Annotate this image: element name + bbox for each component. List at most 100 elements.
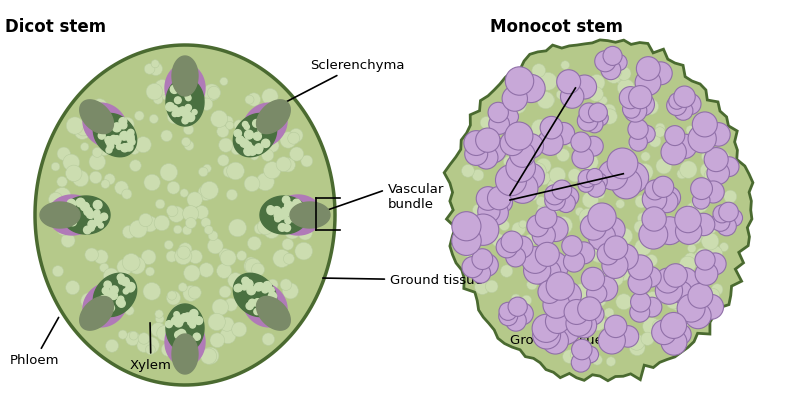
Circle shape	[629, 86, 652, 109]
Circle shape	[669, 93, 685, 109]
Circle shape	[593, 276, 618, 301]
Circle shape	[144, 174, 160, 191]
Circle shape	[561, 241, 571, 252]
Circle shape	[566, 290, 581, 305]
Circle shape	[616, 228, 633, 245]
Circle shape	[283, 253, 294, 264]
Circle shape	[703, 193, 711, 202]
Circle shape	[166, 205, 178, 217]
Circle shape	[120, 131, 129, 140]
Circle shape	[101, 213, 108, 220]
Circle shape	[688, 231, 702, 244]
Circle shape	[507, 173, 538, 203]
Circle shape	[658, 282, 667, 291]
Circle shape	[700, 189, 711, 200]
Circle shape	[588, 203, 616, 231]
Circle shape	[582, 346, 598, 363]
Circle shape	[491, 192, 513, 213]
Circle shape	[498, 106, 508, 116]
Circle shape	[172, 106, 178, 112]
Circle shape	[629, 334, 645, 350]
Circle shape	[118, 274, 124, 281]
Circle shape	[618, 270, 630, 281]
Circle shape	[510, 97, 526, 114]
Circle shape	[713, 205, 731, 223]
Circle shape	[586, 283, 607, 304]
Circle shape	[525, 234, 536, 246]
Circle shape	[694, 252, 703, 262]
Circle shape	[519, 220, 527, 228]
Circle shape	[267, 279, 278, 290]
Circle shape	[674, 86, 695, 108]
Circle shape	[120, 122, 130, 131]
Circle shape	[616, 200, 625, 208]
Circle shape	[103, 268, 118, 283]
Circle shape	[94, 214, 102, 221]
Circle shape	[234, 129, 242, 137]
Circle shape	[464, 131, 489, 156]
Circle shape	[726, 209, 742, 226]
Circle shape	[57, 221, 71, 235]
Circle shape	[182, 118, 189, 124]
Circle shape	[521, 295, 532, 306]
Circle shape	[242, 121, 248, 127]
Circle shape	[689, 227, 700, 239]
Circle shape	[536, 197, 546, 206]
Circle shape	[616, 270, 625, 279]
Circle shape	[232, 322, 246, 337]
Circle shape	[105, 137, 111, 143]
Circle shape	[586, 116, 603, 133]
Polygon shape	[290, 202, 330, 228]
Circle shape	[636, 164, 653, 181]
Circle shape	[190, 322, 195, 328]
Circle shape	[538, 280, 561, 303]
Circle shape	[472, 249, 493, 270]
Circle shape	[652, 320, 676, 345]
Circle shape	[543, 216, 568, 241]
Circle shape	[537, 172, 550, 185]
Circle shape	[204, 225, 213, 234]
Circle shape	[658, 187, 681, 209]
Circle shape	[243, 282, 250, 288]
Circle shape	[537, 92, 554, 109]
Circle shape	[593, 110, 608, 126]
Circle shape	[81, 293, 98, 309]
Circle shape	[282, 208, 287, 213]
Circle shape	[61, 233, 75, 247]
Circle shape	[674, 214, 684, 224]
Circle shape	[282, 158, 295, 172]
Circle shape	[642, 318, 660, 335]
Circle shape	[638, 125, 655, 143]
Circle shape	[246, 142, 251, 148]
Circle shape	[218, 138, 233, 152]
Circle shape	[122, 254, 140, 271]
Circle shape	[242, 277, 249, 285]
Circle shape	[590, 248, 605, 262]
Circle shape	[601, 60, 621, 80]
Circle shape	[519, 134, 543, 158]
Circle shape	[630, 162, 646, 178]
Circle shape	[597, 243, 619, 265]
Circle shape	[573, 284, 588, 299]
Circle shape	[552, 180, 572, 200]
Circle shape	[146, 83, 162, 100]
Circle shape	[222, 116, 233, 127]
Circle shape	[262, 287, 268, 293]
Circle shape	[635, 70, 661, 96]
Circle shape	[641, 267, 662, 287]
Circle shape	[69, 208, 79, 219]
Circle shape	[705, 165, 722, 182]
Circle shape	[602, 273, 611, 283]
Circle shape	[718, 163, 727, 173]
Circle shape	[452, 226, 482, 255]
Circle shape	[486, 280, 498, 293]
Circle shape	[634, 239, 651, 256]
Circle shape	[532, 314, 560, 343]
Circle shape	[74, 123, 90, 139]
Circle shape	[57, 176, 67, 187]
Circle shape	[707, 289, 719, 301]
Circle shape	[166, 321, 173, 328]
Circle shape	[207, 86, 221, 99]
Circle shape	[706, 123, 730, 146]
Circle shape	[606, 357, 616, 366]
